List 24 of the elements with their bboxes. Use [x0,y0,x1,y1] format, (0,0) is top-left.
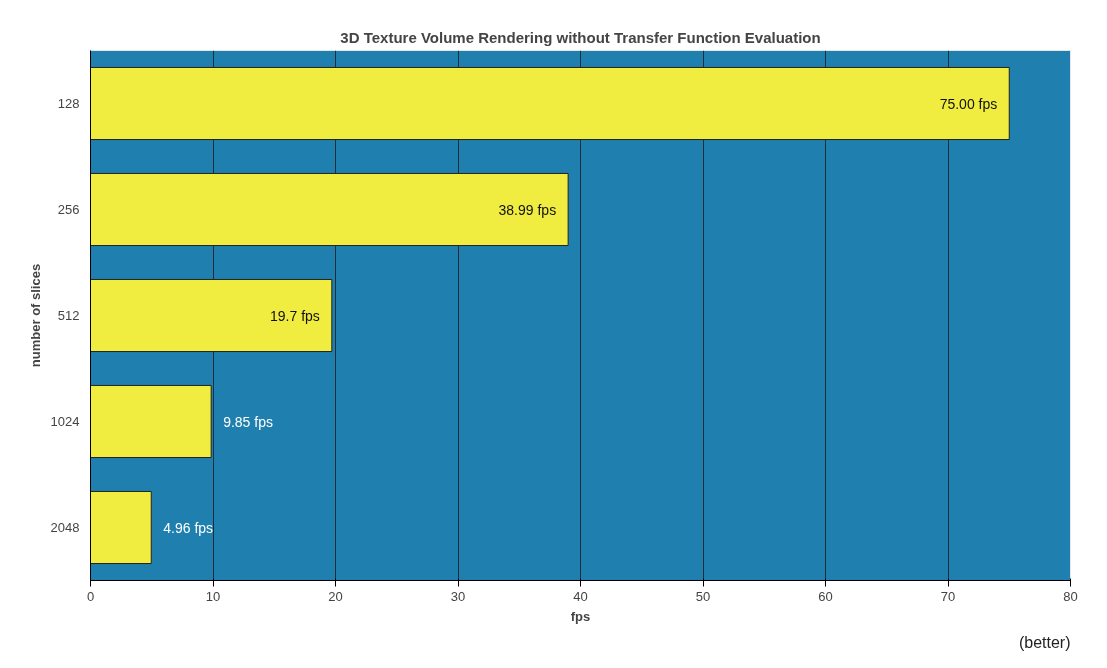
y-tick-label: 512 [57,308,80,323]
x-tick-label: 70 [940,588,956,604]
y-tick-label: 128 [57,96,80,111]
y-tick-label: 2048 [50,520,80,535]
x-tick-label: 50 [695,588,711,604]
x-tick-label: 40 [573,588,588,604]
x-tick-label: 20 [328,588,343,604]
x-tick-label: 60 [818,588,833,604]
x-tick-label: 10 [205,588,221,604]
data-label: 38.99 fps [498,201,557,218]
x-tick-label: 0 [86,588,95,604]
y-axis-title: number of slices [27,263,43,368]
x-tick-label: 30 [450,588,466,604]
x-tick-label: 80 [1063,588,1078,604]
bar [90,490,152,565]
chart-title: 3D Texture Volume Rendering without Transfer Function Evaluation [340,28,821,46]
y-tick-label: 256 [57,202,80,217]
data-label: 19.7 fps [270,307,320,324]
data-label: 75.00 fps [939,95,998,112]
data-label: 9.85 fps [223,413,273,430]
y-tick-label: 1024 [50,414,80,429]
text: (better) [1018,633,1071,651]
x-axis-title: fps [570,608,591,624]
data-label: 4.96 fps [163,519,214,536]
